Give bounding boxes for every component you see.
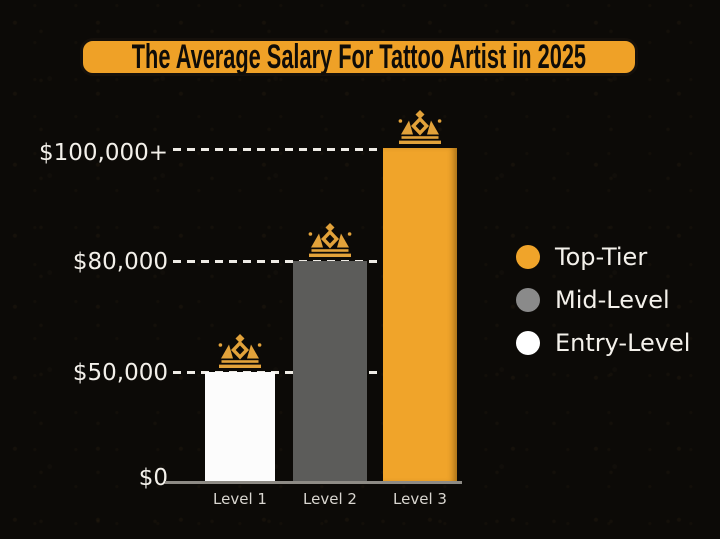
crown-icon [218,334,262,368]
gridline-100k [173,148,457,151]
legend-item-mid-level: Mid-Level [516,285,690,314]
legend-label-entry-level: Entry-Level [555,328,691,357]
y-axis-label-50k: $50,000 [72,360,168,386]
y-axis-label-100k: $100,000+ [38,140,168,166]
bar-top-tier [383,148,457,482]
bar-mid-level [293,261,367,482]
x-axis-label-level-3: Level 3 [393,490,447,508]
legend-label-top-tier: Top-Tier [555,242,648,271]
legend-dot-mid-level-icon [516,287,540,312]
crown-icon [308,223,352,257]
legend-dot-top-tier-icon [516,244,540,269]
legend-dot-entry-level-icon [516,330,540,355]
x-axis-label-level-2: Level 2 [303,490,357,508]
y-axis-label-80k: $80,000 [72,249,168,275]
x-axis-label-level-1: Level 1 [213,490,267,508]
legend: Top-Tier Mid-Level Entry-Level [516,243,690,372]
title-banner: The Average Salary For Tattoo Artist in … [80,38,638,76]
legend-label-mid-level: Mid-Level [555,285,670,314]
crown-icon [398,110,442,144]
x-axis-line [165,481,462,484]
legend-item-entry-level: Entry-Level [516,328,691,357]
y-axis-label-0: $0 [138,465,168,491]
page-title: The Average Salary For Tattoo Artist in … [131,37,587,76]
bar-entry-level [205,372,275,482]
legend-item-top-tier: Top-Tier [516,242,690,271]
